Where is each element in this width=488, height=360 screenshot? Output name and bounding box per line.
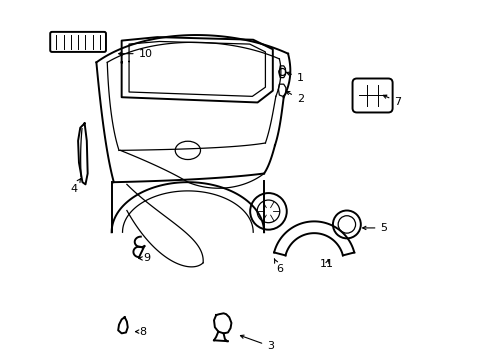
Text: 8: 8 bbox=[135, 327, 146, 337]
Text: 10: 10 bbox=[119, 49, 152, 59]
Circle shape bbox=[250, 193, 286, 230]
Text: 6: 6 bbox=[274, 259, 282, 274]
Text: 3: 3 bbox=[240, 335, 274, 351]
Text: 7: 7 bbox=[383, 95, 401, 107]
Text: 9: 9 bbox=[139, 253, 150, 264]
Circle shape bbox=[332, 211, 360, 238]
Circle shape bbox=[278, 68, 285, 76]
Circle shape bbox=[257, 200, 279, 223]
Text: 2: 2 bbox=[286, 91, 303, 104]
FancyBboxPatch shape bbox=[50, 32, 106, 52]
Text: 11: 11 bbox=[320, 258, 334, 269]
Text: 1: 1 bbox=[286, 72, 303, 83]
Circle shape bbox=[338, 216, 355, 233]
Ellipse shape bbox=[175, 141, 200, 159]
Text: 5: 5 bbox=[362, 223, 386, 233]
Text: 4: 4 bbox=[70, 179, 81, 194]
FancyBboxPatch shape bbox=[352, 78, 392, 112]
